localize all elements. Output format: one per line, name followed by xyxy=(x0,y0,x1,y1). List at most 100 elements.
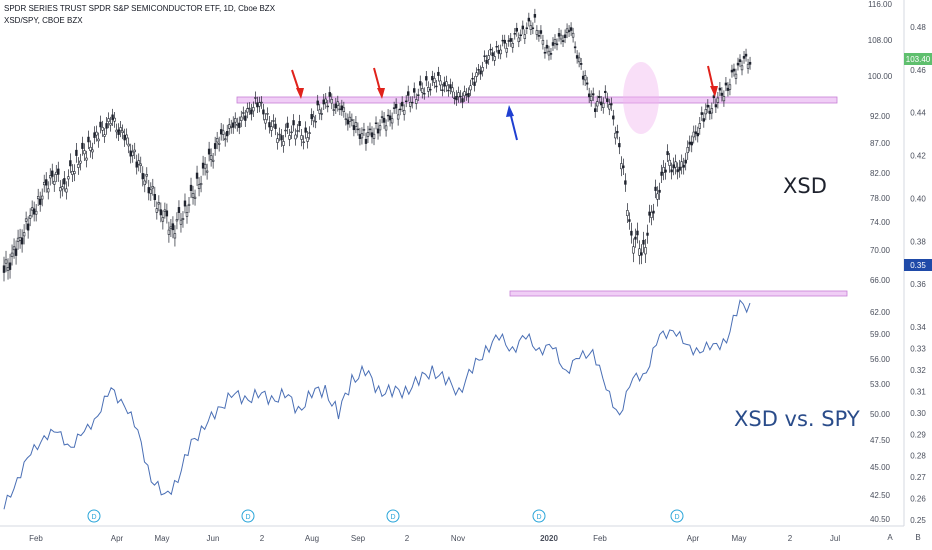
auto-scale-button[interactable]: A xyxy=(887,533,893,542)
dividend-marker-circle[interactable] xyxy=(87,509,101,523)
candle-body xyxy=(344,118,348,120)
candle-body xyxy=(59,187,62,192)
red-arrow-2 xyxy=(373,67,385,99)
candle-body xyxy=(145,174,148,177)
candle-body xyxy=(467,93,470,98)
candle-body xyxy=(296,130,299,132)
candle-body xyxy=(318,109,321,114)
candle-body xyxy=(51,170,54,177)
candle-body xyxy=(471,78,474,80)
candle-body xyxy=(594,108,597,112)
candle-body xyxy=(390,118,394,124)
candle-body xyxy=(740,65,744,71)
candle-body xyxy=(248,107,251,110)
red-arrow-1 xyxy=(291,69,304,99)
candle-body xyxy=(523,34,527,39)
time-tick-label: Jul xyxy=(830,534,840,543)
ratio-line xyxy=(3,299,751,510)
candle-body xyxy=(662,167,665,173)
candle-body xyxy=(435,85,438,88)
price-tick-label: 56.00 xyxy=(870,355,891,364)
candle-body xyxy=(294,134,297,140)
candle-body xyxy=(620,163,623,170)
ratio-tick-label: 0.46 xyxy=(910,66,926,75)
ratio-tick-label: 0.25 xyxy=(910,516,926,525)
dividend-marker-circle[interactable] xyxy=(532,509,546,523)
candle-body xyxy=(688,141,691,145)
price-tick-label: 87.00 xyxy=(870,139,891,148)
candle-body xyxy=(491,52,494,57)
candle-body xyxy=(159,209,163,216)
ratio-tick-label: 0.48 xyxy=(910,23,926,32)
candle-body xyxy=(664,169,667,173)
candle-body xyxy=(284,129,287,132)
candle-body xyxy=(143,180,146,186)
candle-body xyxy=(632,246,635,254)
candle-body xyxy=(274,123,277,129)
candle-body xyxy=(493,56,496,61)
candle-body xyxy=(443,82,446,87)
ratio-tick-label: 0.40 xyxy=(910,194,926,203)
candle-body xyxy=(109,123,112,126)
candle-body xyxy=(380,116,384,118)
candle-body xyxy=(515,27,518,32)
dividend-marker-circle[interactable] xyxy=(670,509,684,523)
candle-body xyxy=(340,105,344,111)
candle-body xyxy=(117,129,120,135)
candle-body xyxy=(197,184,201,190)
candle-body xyxy=(215,138,219,143)
candle-body xyxy=(445,81,448,87)
candle-body xyxy=(211,159,215,162)
candle-body xyxy=(326,105,329,108)
time-tick-label: Apr xyxy=(687,534,700,543)
candle-body xyxy=(543,51,547,54)
candle-body xyxy=(451,87,454,93)
candle-body xyxy=(587,93,591,98)
price-tick-label: 47.50 xyxy=(870,436,891,445)
breakdown-highlight xyxy=(623,62,659,134)
price-tick-label: 100.00 xyxy=(868,72,893,81)
candle-body xyxy=(226,131,229,137)
dividend-marker-circle[interactable] xyxy=(241,509,255,523)
chart-title: SPDR SERIES TRUST SPDR S&P SEMICONDUCTOR… xyxy=(4,4,276,13)
candle-body xyxy=(724,82,728,86)
candle-body xyxy=(36,196,40,200)
candle-body xyxy=(22,232,26,237)
candle-body xyxy=(246,108,249,113)
candle-body xyxy=(288,135,291,140)
candle-body xyxy=(638,248,641,256)
candle-body xyxy=(624,180,627,185)
price-tick-label: 42.50 xyxy=(870,491,891,500)
candle-body xyxy=(419,81,422,86)
candle-body xyxy=(525,27,529,29)
candle-body xyxy=(394,103,398,109)
price-tick-label: 78.00 xyxy=(870,194,891,203)
candle-body xyxy=(320,113,323,115)
candle-body xyxy=(527,17,531,22)
candle-body xyxy=(686,147,689,154)
dividend-marker-circle[interactable] xyxy=(386,509,400,523)
price-tick-label: 53.00 xyxy=(870,380,891,389)
log-scale-button[interactable]: B xyxy=(915,533,920,542)
candle-body xyxy=(203,163,207,169)
candle-body xyxy=(91,149,94,153)
candle-body xyxy=(640,252,643,256)
candle-body xyxy=(507,40,510,42)
ratio-tick-label: 0.38 xyxy=(910,237,926,246)
candle-body xyxy=(529,25,533,30)
candle-body xyxy=(165,210,169,217)
candle-body xyxy=(127,143,130,147)
ratio-tick-label: 0.31 xyxy=(910,387,926,396)
candle-body xyxy=(495,46,498,48)
time-tick-label: Apr xyxy=(111,534,124,543)
candle-body xyxy=(459,95,462,98)
candle-body xyxy=(716,97,720,103)
ratio-resistance-band xyxy=(509,290,848,297)
candle-body xyxy=(272,120,275,122)
ratio-tick-label: 0.33 xyxy=(910,345,926,354)
candle-body xyxy=(53,180,56,185)
candle-body xyxy=(230,126,233,128)
candle-body xyxy=(310,114,313,119)
candle-body xyxy=(742,56,746,59)
candle-body xyxy=(748,61,752,65)
